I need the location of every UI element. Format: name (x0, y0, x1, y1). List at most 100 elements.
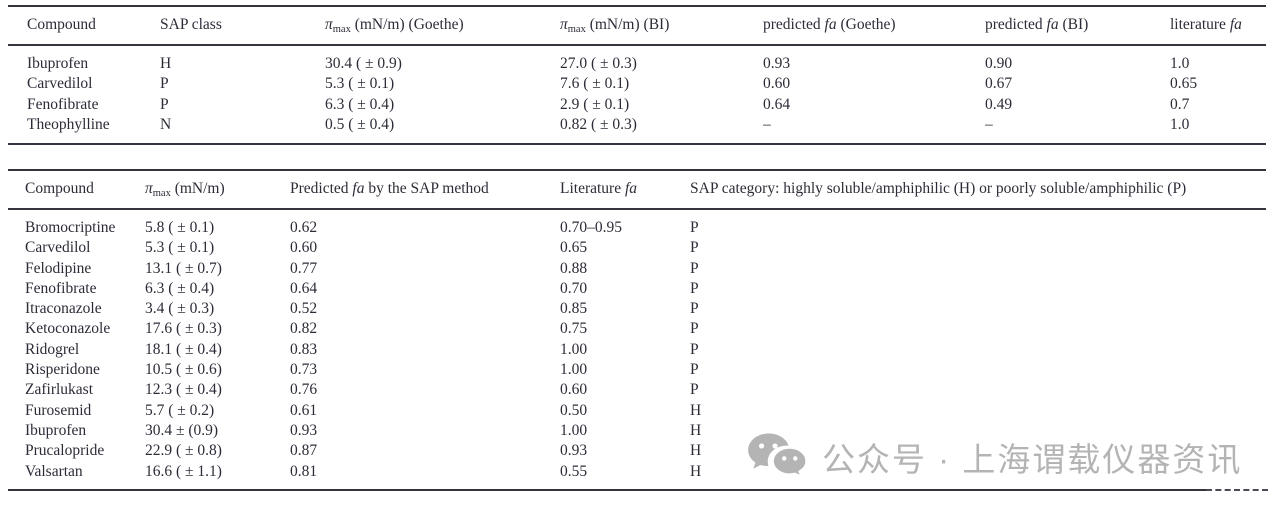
col-header-literature-fa: Literature fa (560, 170, 690, 210)
wechat-watermark: 公众号 · 上海谓载仪器资讯 (746, 432, 1243, 489)
table-cell: 6.3 ( ± 0.4) (325, 95, 395, 113)
table-cell: P (690, 239, 699, 257)
table-sap-prediction-comparison: Compound SAP class πmax (mN/m) (Goethe) … (8, 5, 1266, 145)
table-cell: 0.85 (560, 300, 588, 318)
col-header-literature-fa: literature fa (1170, 6, 1266, 46)
table-row: Carvedilol P 5.3 ( ± 0.1) 7.6 ( ± 0.1) 0.60 0… (8, 74, 1266, 94)
table-cell: 0.5 ( ± 0.4) (325, 116, 395, 134)
table2-header-row: Compound πmax (mN/m) Predicted fa by the… (8, 170, 1266, 210)
table-row: Bromocriptine 5.8 ( ± 0.1) 0.62 0.70–0.95 P (8, 209, 1266, 238)
table-cell: Risperidone (25, 361, 100, 379)
table-cell: 5.3 ( ± 0.1) (325, 75, 395, 93)
table-cell: Carvedilol (27, 75, 93, 93)
col-header-pimax: πmax (mN/m) (145, 170, 290, 210)
table-cell: 0.73 (290, 361, 318, 379)
table-cell: 1.00 (560, 361, 588, 379)
table-cell: Fenofibrate (27, 95, 99, 113)
col-header-predicted-fa-goethe: predicted fa (Goethe) (763, 6, 985, 46)
scan-artifact-dashes (1206, 489, 1268, 491)
table-cell: 0.60 (763, 75, 791, 93)
table-cell: 1.00 (560, 421, 588, 439)
table-cell: 22.9 ( ± 0.8) (145, 442, 222, 460)
table-cell: Fenofibrate (25, 279, 97, 297)
col-header-compound: Compound (8, 170, 145, 210)
table-cell: 0.7 (1170, 95, 1190, 113)
table-cell: Felodipine (25, 259, 92, 277)
table-cell: – (763, 116, 771, 134)
table-row: Ibuprofen 30.4 ± (0.9) 0.93 1.00 H (8, 421, 1266, 441)
table-cell: P (160, 95, 169, 113)
table-cell: P (160, 75, 169, 93)
table-row: Risperidone 10.5 ( ± 0.6) 0.73 1.00 P (8, 360, 1266, 380)
table-cell: 0.62 (290, 219, 318, 236)
table-cell: Itraconazole (25, 300, 102, 318)
table-cell: 0.82 ( ± 0.3) (560, 116, 637, 134)
table-cell: 5.7 ( ± 0.2) (145, 401, 215, 419)
table-row: Carvedilol 5.3 ( ± 0.1) 0.60 0.65 P (8, 238, 1266, 258)
table-cell: Ridogrel (25, 340, 80, 358)
table-cell: 10.5 ( ± 0.6) (145, 361, 222, 379)
table2-body: Bromocriptine 5.8 ( ± 0.1) 0.62 0.70–0.95 P C… (8, 209, 1266, 490)
table-cell: – (985, 116, 993, 134)
table-cell: 0.77 (290, 259, 318, 277)
table-row: Zafirlukast 12.3 ( ± 0.4) 0.76 0.60 P (8, 380, 1266, 400)
table-cell: Bromocriptine (25, 219, 116, 236)
table-cell: 7.6 ( ± 0.1) (560, 75, 630, 93)
table-cell: 0.75 (560, 320, 588, 338)
table-cell: P (690, 320, 699, 338)
table-cell: Zafirlukast (25, 381, 94, 399)
table-cell: P (690, 300, 699, 318)
table-cell: 5.8 ( ± 0.1) (145, 219, 215, 236)
table-cell: H (160, 55, 172, 73)
table-cell: 0.70 (560, 279, 588, 297)
table-cell: P (690, 361, 699, 379)
table-cell: 1.0 (1170, 116, 1190, 134)
table-cell: 0.64 (763, 95, 791, 113)
table-cell: H (690, 401, 702, 419)
table-cell: Theophylline (27, 116, 110, 134)
table-cell: 0.67 (985, 75, 1013, 93)
table-row: Fenofibrate P 6.3 ( ± 0.4) 2.9 ( ± 0.1) 0.64… (8, 95, 1266, 115)
table-cell: 0.90 (985, 55, 1013, 73)
table-cell: 0.93 (763, 55, 791, 73)
table-cell: 17.6 ( ± 0.3) (145, 320, 222, 338)
table-cell: Ibuprofen (27, 55, 89, 73)
table-cell: P (690, 279, 699, 297)
col-header-pimax-goethe: πmax (mN/m) (Goethe) (325, 6, 560, 46)
table-cell: H (690, 442, 702, 460)
table-cell: 0.55 (560, 462, 588, 480)
table-cell: P (690, 219, 699, 236)
table-cell: 0.88 (560, 259, 588, 277)
table-row: Theophylline N 0.5 ( ± 0.4) 0.82 ( ± 0.3) – –… (8, 115, 1266, 143)
table-cell: 0.49 (985, 95, 1013, 113)
table-cell: 0.64 (290, 279, 318, 297)
table-cell: 0.60 (560, 381, 588, 399)
col-header-predicted-fa-sap: Predicted fa by the SAP method (290, 170, 560, 210)
col-header-predicted-fa-bi: predicted fa (BI) (985, 6, 1170, 46)
table-cell: 3.4 ( ± 0.3) (145, 300, 215, 318)
table-row: Furosemid 5.7 ( ± 0.2) 0.61 0.50 H (8, 401, 1266, 421)
table-cell: 6.3 ( ± 0.4) (145, 279, 215, 297)
wechat-logo-icon (746, 432, 808, 489)
col-header-sap-category: SAP category: highly soluble/amphiphilic… (690, 170, 1266, 210)
table-row: Felodipine 13.1 ( ± 0.7) 0.77 0.88 P (8, 259, 1266, 279)
table-cell: 12.3 ( ± 0.4) (145, 381, 222, 399)
table-cell: N (160, 116, 172, 134)
table-cell: H (690, 421, 702, 439)
table-cell: 16.6 ( ± 1.1) (145, 462, 222, 480)
table-cell: 1.0 (1170, 55, 1190, 73)
table-sap-method-results: Compound πmax (mN/m) Predicted fa by the… (8, 169, 1266, 490)
watermark-text: 公众号 · 上海谓载仪器资讯 (822, 441, 1243, 478)
table-cell: 0.82 (290, 320, 318, 338)
table-cell: H (690, 462, 702, 480)
table-row: Ibuprofen H 30.4 ( ± 0.9) 27.0 ( ± 0.3) 0.93… (8, 45, 1266, 74)
col-header-pimax-bi: πmax (mN/m) (BI) (560, 6, 763, 46)
table-cell: Ketoconazole (25, 320, 111, 338)
table-cell: 0.65 (1170, 75, 1198, 93)
table-row: Valsartan 16.6 ( ± 1.1) 0.81 0.55 H (8, 462, 1266, 490)
table-cell: 0.61 (290, 401, 318, 419)
table-cell: 0.87 (290, 442, 318, 460)
col-header-sap-class: SAP class (160, 6, 325, 46)
table-cell: 5.3 ( ± 0.1) (145, 239, 215, 257)
